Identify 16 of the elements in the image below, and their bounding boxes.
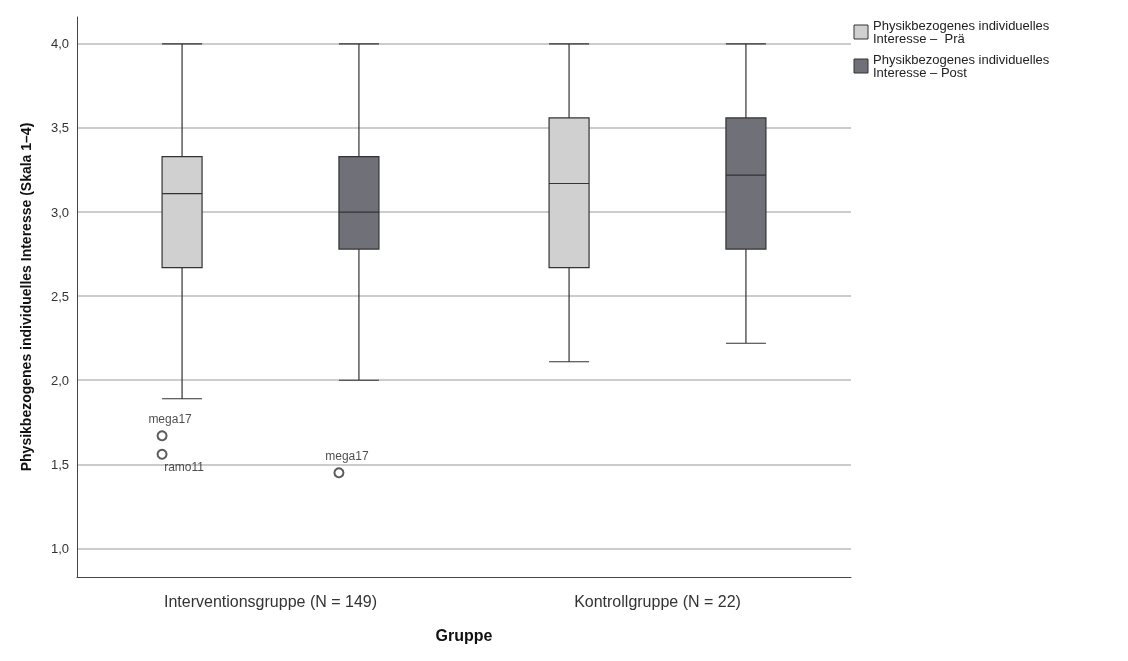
y-tick-label: 3,0 (50, 204, 69, 220)
x-axis-title: Gruppe (435, 626, 493, 644)
annotation: mega17 (148, 412, 193, 427)
x-tick-label: Interventionsgruppe (N = 149) (163, 592, 378, 610)
y-axis-title: Physikbezogenes individuelles Interesse (Skala 1–4) (18, 122, 34, 472)
y-tick-label: 1,5 (50, 456, 69, 472)
y-tick-label: 4,0 (50, 36, 69, 52)
y-tick-label: 1,0 (50, 540, 69, 556)
legend-label: Physikbezogenes individuelles Interesse – Post (873, 52, 1053, 80)
annotation: ramo11 (164, 459, 205, 474)
y-tick-label: 3,5 (50, 120, 69, 136)
annotation: mega17 (325, 449, 369, 464)
y-tick-label: 2,5 (50, 288, 69, 304)
y-tick-label: 2,0 (50, 372, 69, 388)
x-tick-label: Kontrollgruppe (N = 22) (574, 592, 741, 610)
legend-label: Physikbezogenes individuelles Interesse – Prä (873, 18, 1053, 46)
